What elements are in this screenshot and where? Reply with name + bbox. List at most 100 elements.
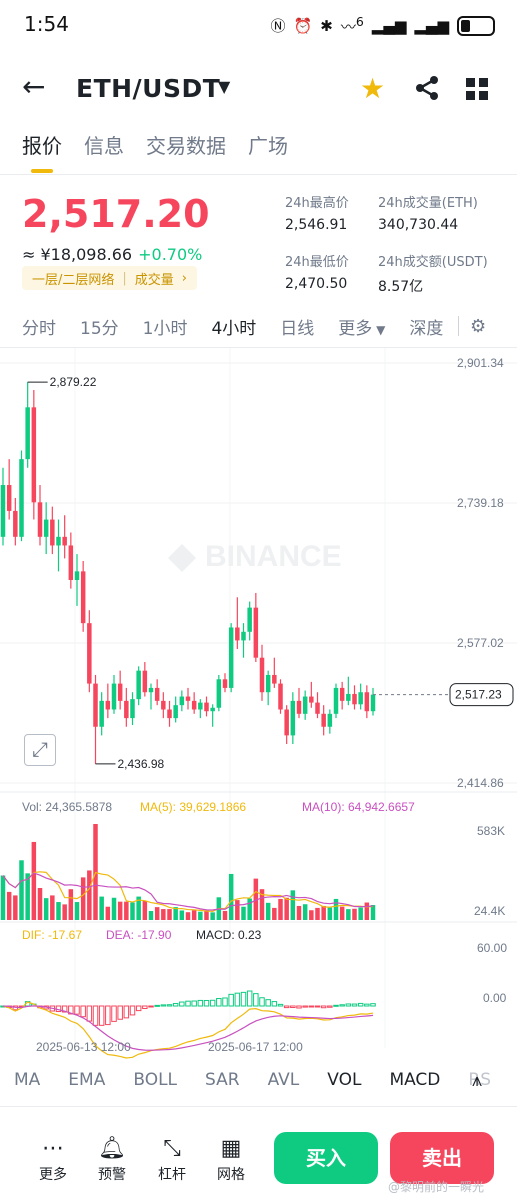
- indicator-tab[interactable]: AVL: [267, 1070, 300, 1090]
- macd-histogram-bar: [308, 1005, 315, 1008]
- candle-body: [364, 692, 370, 712]
- candle-body: [142, 670, 148, 693]
- share-icon[interactable]: [413, 74, 441, 102]
- volume-bar: [130, 902, 135, 920]
- candle-body: [6, 485, 12, 511]
- bottom-more-button[interactable]: ⋯ 更多: [28, 1136, 78, 1184]
- indicator-tab[interactable]: RS: [468, 1070, 492, 1090]
- volume-bar: [370, 905, 376, 920]
- caret-down-icon[interactable]: ▼: [372, 323, 386, 337]
- interval-tab[interactable]: 15分: [80, 319, 119, 339]
- candle-body: [87, 623, 92, 684]
- interval-tab[interactable]: 深度: [409, 319, 444, 339]
- candle-body: [315, 702, 320, 714]
- macd-histogram-bar: [296, 1005, 302, 1009]
- tag-strip[interactable]: 一层/二层网络 | 成交量 ›: [22, 266, 197, 290]
- interval-tab[interactable]: 1小时: [142, 319, 188, 339]
- indicator-tab-active[interactable]: VOL: [327, 1070, 362, 1090]
- indicator-tab[interactable]: BOLL: [133, 1070, 178, 1090]
- volume-bar: [333, 898, 339, 920]
- candle-body: [222, 679, 228, 688]
- interval-tab[interactable]: 分时: [22, 319, 56, 339]
- interval-tab[interactable]: 日线: [280, 319, 315, 339]
- interval-more[interactable]: 更多 ▼: [338, 314, 385, 339]
- bottom-alert-button[interactable]: 🔔︎ 预警: [87, 1136, 137, 1184]
- x-tick-label: 2025-06-13 12:00: [36, 1040, 131, 1054]
- back-arrow-icon[interactable]: ←: [22, 70, 46, 103]
- y-tick-label: 2,739.18: [457, 496, 504, 510]
- candle-body: [278, 683, 283, 710]
- interval-tab-selected[interactable]: 4小时: [211, 319, 257, 339]
- network-label: 6: [355, 14, 364, 29]
- indicator-tab-active[interactable]: MACD: [389, 1070, 441, 1090]
- candle-body: [327, 713, 333, 727]
- candle-body: [136, 670, 141, 700]
- volume-bar: [352, 908, 357, 920]
- volume-bar: [80, 877, 86, 920]
- signal-icon: ▂▄▆: [414, 16, 449, 35]
- star-icon[interactable]: ★: [360, 72, 386, 105]
- ma5-label: MA(5): 39,629.1866: [140, 800, 246, 814]
- tab-square[interactable]: 广场: [248, 134, 288, 158]
- sell-button[interactable]: 卖出: [390, 1132, 494, 1184]
- candle-body: [370, 694, 376, 712]
- volume-bar: [309, 910, 314, 920]
- tab-trading-data[interactable]: 交易数据: [146, 134, 226, 158]
- macd-tick-label: 0.00: [483, 991, 507, 1005]
- volume-bar: [210, 912, 215, 920]
- indicator-settings-icon[interactable]: ⩚: [472, 1070, 483, 1091]
- dif-label: DIF: -17.67: [22, 928, 82, 942]
- grid-icon[interactable]: [466, 78, 488, 100]
- macd-histogram-bar: [80, 1005, 86, 1018]
- indicator-tab[interactable]: MA: [14, 1070, 41, 1090]
- volume-bar: [364, 902, 370, 920]
- bottom-bar: ⋯ 更多 🔔︎ 预警 ⤡ 杠杆 ▦ 网格: [0, 1130, 517, 1200]
- candle-body: [339, 687, 345, 701]
- bottom-grid-button[interactable]: ▦ 网格: [206, 1136, 256, 1184]
- macd-histogram-bar: [216, 998, 222, 1007]
- indicator-tab[interactable]: EMA: [68, 1070, 106, 1090]
- volume-bar: [265, 902, 271, 920]
- high-label: 2,879.22: [50, 375, 97, 389]
- pair-title[interactable]: ETH/USDT: [76, 74, 221, 103]
- tag-layer[interactable]: 一层/二层网络: [32, 272, 115, 288]
- candle-body: [321, 713, 326, 727]
- chevron-right-icon[interactable]: ›: [181, 270, 187, 286]
- vol-label: Vol: 24,365.5878: [22, 800, 112, 814]
- volume-bar: [191, 910, 197, 920]
- signal-icon: ▂▄▆: [371, 16, 407, 35]
- bottom-leverage-button[interactable]: ⤡ 杠杆: [147, 1136, 197, 1184]
- volume-bar: [253, 878, 259, 920]
- candle-body: [302, 696, 308, 714]
- tag-volume[interactable]: 成交量: [134, 272, 174, 288]
- buy-button[interactable]: 买入: [274, 1132, 378, 1184]
- candle-body: [37, 502, 43, 537]
- interval-more-label[interactable]: 更多: [338, 319, 373, 339]
- macd-histogram-bar: [154, 1004, 160, 1007]
- chart-settings-icon[interactable]: ⚙: [470, 316, 487, 337]
- candle-body: [346, 693, 351, 701]
- candle-body: [259, 657, 265, 693]
- kline-chart[interactable]: 2,901.34 2,739.18 2,577.02 2,414.86 BINANCE 2…: [0, 348, 517, 1060]
- high-label: 24h最高价: [285, 196, 349, 211]
- tab-info[interactable]: 信息: [84, 134, 124, 158]
- low-label: 2,436.98: [118, 757, 165, 771]
- macd-histogram-bar: [129, 1005, 136, 1016]
- indicator-tab[interactable]: SAR: [205, 1070, 240, 1090]
- tab-quote[interactable]: 报价: [22, 130, 62, 173]
- dea-label: DEA: -17.90: [106, 928, 172, 942]
- candle-body: [358, 692, 363, 705]
- volume-bar: [56, 902, 61, 920]
- interval-tabs: 分时 15分 1小时 4小时 日线 更多 ▼ 深度: [22, 314, 443, 339]
- vol-usdt-value: 8.57亿: [378, 279, 424, 295]
- volume-bar: [259, 889, 265, 920]
- candle-body: [148, 687, 154, 693]
- divider: [0, 347, 517, 348]
- macd-histogram-bar: [283, 1005, 290, 1009]
- ma10-label: MA(10): 64,942.6657: [302, 800, 415, 814]
- caret-down-icon[interactable]: ▼: [218, 77, 231, 96]
- volume-bar: [185, 912, 191, 920]
- macd-histogram-bar: [86, 1005, 93, 1022]
- macd-histogram-bar: [265, 999, 271, 1007]
- expand-icon[interactable]: ⤢: [24, 734, 56, 766]
